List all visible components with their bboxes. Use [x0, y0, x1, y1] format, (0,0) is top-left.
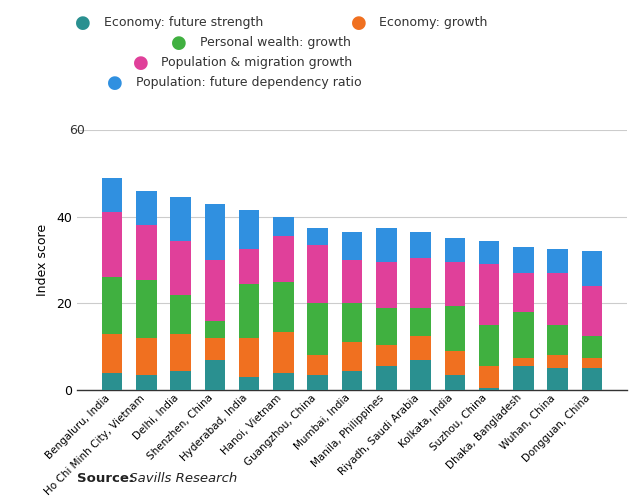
Bar — [136, 338, 157, 375]
Bar — [376, 308, 397, 344]
Bar — [342, 260, 362, 304]
Bar — [445, 238, 465, 262]
Text: Population & migration growth: Population & migration growth — [161, 56, 353, 69]
Text: Economy: growth: Economy: growth — [379, 16, 487, 29]
Bar — [136, 375, 157, 390]
Bar — [239, 377, 259, 390]
Text: Source:: Source: — [77, 472, 134, 485]
Text: 60: 60 — [69, 124, 84, 136]
Bar — [547, 356, 568, 368]
Bar — [307, 304, 328, 356]
Bar — [513, 312, 534, 358]
Text: Personal wealth: growth: Personal wealth: growth — [200, 36, 351, 49]
Bar — [410, 336, 431, 359]
Bar — [205, 204, 225, 260]
Bar — [273, 332, 294, 372]
Bar — [547, 325, 568, 356]
Bar — [273, 372, 294, 390]
Bar — [376, 228, 397, 262]
Bar — [205, 360, 225, 390]
Bar — [582, 358, 602, 368]
Bar — [273, 282, 294, 332]
Text: ●: ● — [172, 34, 187, 52]
Bar — [445, 306, 465, 351]
Text: ●: ● — [133, 54, 148, 72]
Bar — [513, 273, 534, 312]
Bar — [102, 334, 122, 372]
Bar — [376, 366, 397, 390]
Bar — [445, 375, 465, 390]
Bar — [239, 338, 259, 377]
Text: ●: ● — [351, 14, 366, 32]
Bar — [445, 262, 465, 306]
Bar — [239, 210, 259, 249]
Bar — [102, 178, 122, 212]
Bar — [307, 245, 328, 304]
Bar — [170, 294, 191, 334]
Y-axis label: Index score: Index score — [36, 224, 49, 296]
Bar — [479, 240, 499, 264]
Bar — [582, 336, 602, 357]
Bar — [342, 342, 362, 370]
Text: ●: ● — [108, 74, 123, 92]
Bar — [307, 228, 328, 245]
Bar — [547, 273, 568, 325]
Bar — [410, 258, 431, 308]
Bar — [479, 264, 499, 325]
Bar — [273, 216, 294, 236]
Bar — [479, 325, 499, 366]
Bar — [102, 278, 122, 334]
Bar — [102, 372, 122, 390]
Bar — [205, 338, 225, 359]
Bar — [342, 304, 362, 343]
Bar — [582, 252, 602, 286]
Bar — [376, 262, 397, 308]
Bar — [513, 366, 534, 390]
Bar — [307, 356, 328, 375]
Bar — [239, 284, 259, 338]
Bar — [547, 249, 568, 273]
Text: Economy: future strength: Economy: future strength — [104, 16, 263, 29]
Text: Population: future dependency ratio: Population: future dependency ratio — [136, 76, 362, 89]
Bar — [273, 236, 294, 282]
Bar — [136, 190, 157, 226]
Bar — [170, 197, 191, 240]
Bar — [170, 370, 191, 390]
Bar — [170, 240, 191, 294]
Bar — [445, 351, 465, 375]
Bar — [342, 232, 362, 260]
Bar — [410, 360, 431, 390]
Text: Savills Research: Savills Research — [125, 472, 237, 485]
Bar — [136, 280, 157, 338]
Bar — [547, 368, 568, 390]
Bar — [513, 247, 534, 273]
Bar — [307, 375, 328, 390]
Bar — [205, 320, 225, 338]
Bar — [136, 226, 157, 280]
Bar — [582, 368, 602, 390]
Bar — [410, 232, 431, 258]
Bar — [170, 334, 191, 370]
Bar — [205, 260, 225, 320]
Bar — [342, 370, 362, 390]
Text: ●: ● — [76, 14, 91, 32]
Bar — [479, 388, 499, 390]
Bar — [582, 286, 602, 336]
Bar — [376, 344, 397, 366]
Bar — [410, 308, 431, 336]
Bar — [102, 212, 122, 278]
Bar — [479, 366, 499, 388]
Bar — [513, 358, 534, 366]
Bar — [239, 249, 259, 284]
